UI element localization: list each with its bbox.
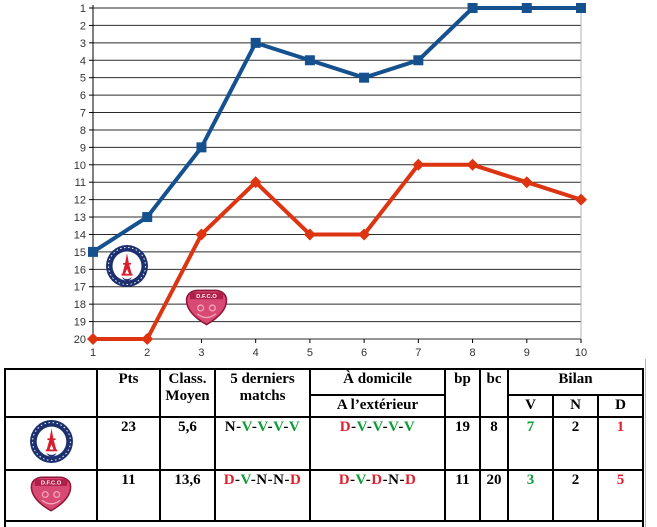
svg-text:9: 9: [80, 142, 86, 154]
svg-text:13: 13: [74, 212, 86, 224]
header-class-moyen: Class. Moyen: [159, 368, 216, 418]
bp-cell: 19: [444, 416, 481, 471]
svg-text:11: 11: [75, 177, 86, 189]
svg-text:12: 12: [74, 195, 86, 207]
svg-text:16: 16: [74, 264, 86, 276]
class-moyen-cell: 13,6: [159, 469, 216, 522]
bc-cell: 8: [479, 416, 509, 471]
home-away-cell: D-V-V-V-V: [309, 416, 446, 471]
psg-logo: [105, 244, 149, 288]
right-edge-rule: [645, 359, 646, 527]
svg-text:4: 4: [80, 55, 86, 67]
svg-text:14: 14: [74, 229, 86, 241]
pts-cell: 11: [96, 469, 161, 522]
psg-logo: [4, 416, 98, 471]
svg-text:10: 10: [74, 160, 86, 172]
table-header-row-1: Pts Class. Moyen 5 derniers matchs À dom…: [4, 368, 644, 418]
header-home: À domicile: [309, 368, 446, 396]
last5-cell: D-V-N-N-D: [214, 469, 311, 522]
svg-text:10: 10: [575, 347, 587, 359]
dfco-logo: D.F.C.O: [4, 469, 98, 522]
table-row-dfco: D.F.C.O 11 13,6 D-V-N-N-D D-V-D-N-D 11 2…: [4, 469, 644, 522]
svg-text:9: 9: [524, 347, 530, 359]
svg-text:17: 17: [74, 282, 86, 294]
header-bilan-v: V: [507, 394, 554, 418]
svg-text:4: 4: [253, 347, 259, 359]
svg-text:7: 7: [415, 347, 421, 359]
empty-cell: [4, 520, 644, 527]
bp-cell: 11: [444, 469, 481, 522]
svg-text:19: 19: [74, 317, 86, 329]
header-bc: bc: [479, 368, 509, 418]
bilan-d-cell: 5: [597, 469, 644, 522]
bilan-v-cell: 7: [507, 416, 554, 471]
header-last5: 5 derniers matchs: [214, 368, 311, 418]
svg-text:7: 7: [80, 108, 86, 120]
svg-text:3: 3: [80, 38, 86, 50]
header-team: [4, 368, 98, 418]
svg-text:6: 6: [361, 347, 367, 359]
svg-text:2: 2: [80, 20, 86, 32]
last5-cell: N-V-V-V-V: [214, 416, 311, 471]
svg-text:1: 1: [80, 3, 86, 15]
svg-text:15: 15: [74, 247, 86, 259]
standings-comparison-table: Pts Class. Moyen 5 derniers matchs À dom…: [4, 368, 644, 527]
bc-cell: 20: [479, 469, 509, 522]
svg-text:6: 6: [80, 90, 86, 102]
header-away: A l’extérieur: [309, 394, 446, 418]
class-moyen-cell: 5,6: [159, 416, 216, 471]
svg-text:5: 5: [80, 73, 86, 85]
pts-cell: 23: [96, 416, 161, 471]
svg-text:3: 3: [198, 347, 204, 359]
bilan-n-cell: 2: [552, 416, 599, 471]
svg-text:2: 2: [144, 347, 150, 359]
header-pts: Pts: [96, 368, 161, 418]
table-header-row-2: A l’extérieur V N D: [5, 394, 644, 418]
header-bilan-d: D: [597, 394, 644, 418]
svg-text:8: 8: [469, 347, 475, 359]
svg-text:D.F.C.O: D.F.C.O: [41, 480, 62, 486]
dfco-logo: D.F.C.O: [184, 289, 229, 326]
header-bilan-n: N: [552, 394, 599, 418]
svg-text:1: 1: [90, 347, 96, 359]
svg-text:8: 8: [80, 125, 86, 137]
svg-text:D.F.C.O: D.F.C.O: [196, 294, 217, 300]
svg-text:18: 18: [74, 299, 86, 311]
header-bilan: Bilan: [507, 368, 644, 396]
svg-text:20: 20: [74, 334, 86, 346]
svg-text:5: 5: [307, 347, 313, 359]
header-bp: bp: [444, 368, 481, 418]
bilan-n-cell: 2: [552, 469, 599, 522]
bilan-v-cell: 3: [507, 469, 554, 522]
table-row-psg: 23 5,6 N-V-V-V-V D-V-V-V-V 19 8 7 2 1: [4, 416, 644, 471]
home-away-cell: D-V-D-N-D: [309, 469, 446, 522]
bilan-d-cell: 1: [597, 416, 644, 471]
table-row-partial: [4, 520, 644, 527]
